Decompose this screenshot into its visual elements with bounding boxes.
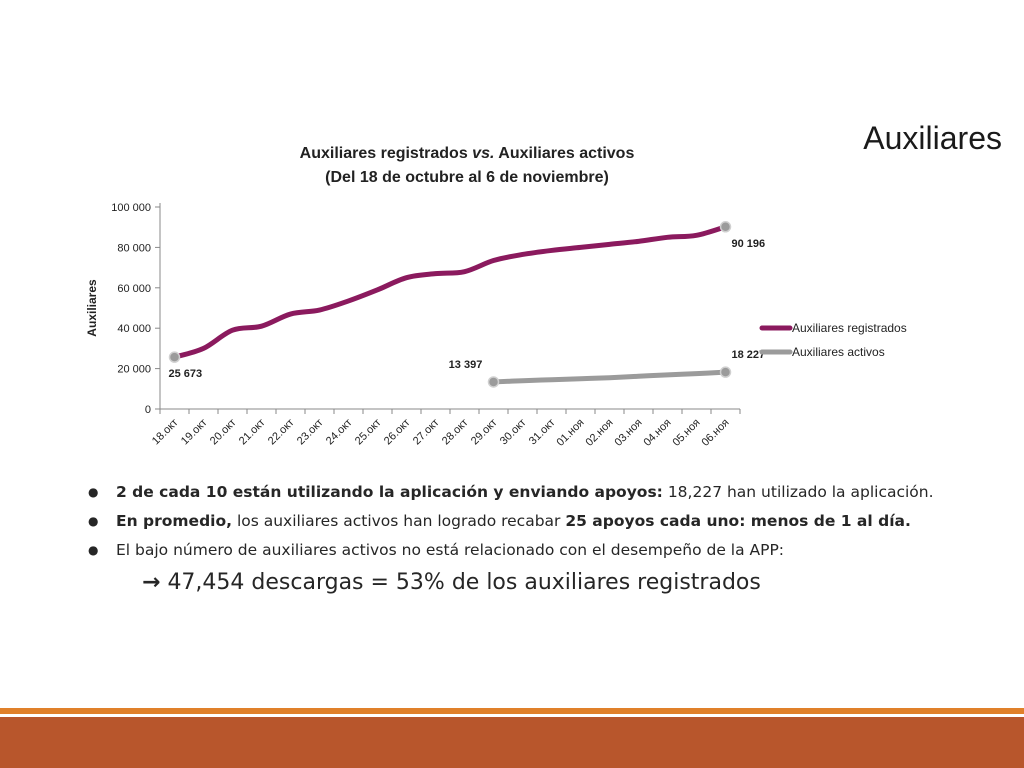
bullet-item: ● El bajo número de auxiliares activos no… (88, 536, 988, 565)
data-label: 25 673 (169, 368, 203, 380)
y-tick-label: 100 000 (111, 202, 151, 214)
y-tick-label: 0 (145, 404, 151, 416)
bullet-bold: 2 de cada 10 están utilizando la aplicac… (116, 483, 663, 501)
x-tick-label: 20.окт (208, 417, 239, 448)
chart-title-part: Auxiliares registrados (300, 145, 473, 162)
y-tick-label: 60 000 (117, 283, 151, 295)
x-tick-label: 02.ноя (583, 417, 615, 449)
footer-accent-line (0, 708, 1024, 714)
series-line-registrados (172, 224, 728, 360)
x-tick-label: 06.ноя (699, 417, 731, 449)
data-label: 90 196 (732, 238, 766, 250)
conclusion-text: 47,454 descargas = 53% de los auxiliares… (167, 570, 761, 595)
x-tick-label: 01.ноя (554, 417, 586, 449)
x-tick-label: 27.окт (411, 417, 442, 448)
bullet-bold: En promedio, (116, 512, 233, 530)
legend-label: Auxiliares registrados (792, 321, 907, 335)
footer-band (0, 717, 1024, 768)
x-tick-label: 05.ноя (670, 417, 702, 449)
line-chart: Auxiliares registrados vs. Auxiliares ac… (85, 145, 907, 449)
chart-title-part: Auxiliares activos (494, 145, 634, 162)
bullet-text: 18,227 han utilizado la aplicación. (662, 483, 934, 501)
y-tick-label: 40 000 (117, 323, 151, 335)
chart-subtitle: (Del 18 de octubre al 6 de noviembre) (325, 169, 609, 186)
x-tick-label: 22.окт (266, 417, 297, 448)
x-tick-label: 30.окт (498, 417, 529, 448)
y-axis-label: Auxiliares (85, 279, 99, 337)
data-label: 13 397 (449, 359, 483, 371)
x-tick-label: 23.окт (295, 417, 326, 448)
bullet-text: los auxiliares activos han logrado recab… (232, 512, 566, 530)
x-tick-label: 04.ноя (641, 417, 673, 449)
bullet-item: ● 2 de cada 10 están utilizando la aplica… (88, 478, 988, 507)
data-label: 18 227 (732, 349, 766, 361)
data-point-marker (719, 221, 732, 233)
y-tick-label: 20 000 (117, 364, 151, 376)
bullet-bold-end: 25 apoyos cada uno: menos de 1 al día. (565, 512, 911, 530)
y-tick-label: 80 000 (117, 242, 151, 254)
x-tick-label: 28.окт (440, 417, 471, 448)
data-point-marker (168, 351, 181, 363)
x-tick-label: 31.окт (527, 417, 558, 448)
x-tick-label: 24.окт (324, 417, 355, 448)
bullet-text: El bajo número de auxiliares activos no … (116, 541, 785, 559)
legend-label: Auxiliares activos (792, 345, 885, 359)
x-tick-label: 21.окт (237, 417, 268, 448)
bullet-icon: ● (88, 485, 99, 499)
x-tick-label: 19.окт (179, 417, 210, 448)
x-tick-label: 03.ноя (612, 417, 644, 449)
data-point-marker (487, 376, 500, 388)
bullet-item: ● En promedio, los auxiliares activos han… (88, 507, 988, 536)
conclusion: → 47,454 descargas = 53% de los auxiliar… (142, 570, 761, 595)
bullet-list: ● 2 de cada 10 están utilizando la aplica… (88, 478, 988, 565)
bullet-icon: ● (88, 543, 99, 557)
x-tick-label: 26.окт (382, 417, 413, 448)
chart-title: Auxiliares registrados vs. Auxiliares ac… (300, 145, 635, 162)
x-tick-label: 18.окт (150, 417, 181, 448)
chart-title-part: vs. (472, 145, 494, 162)
slide-title: Auxiliares (863, 120, 1002, 156)
x-tick-label: 29.окт (469, 417, 500, 448)
arrow-icon: → (142, 570, 161, 595)
series-line-activos (491, 369, 728, 385)
bullet-icon: ● (88, 514, 99, 528)
x-tick-label: 25.окт (353, 417, 384, 448)
data-point-marker (719, 366, 732, 378)
